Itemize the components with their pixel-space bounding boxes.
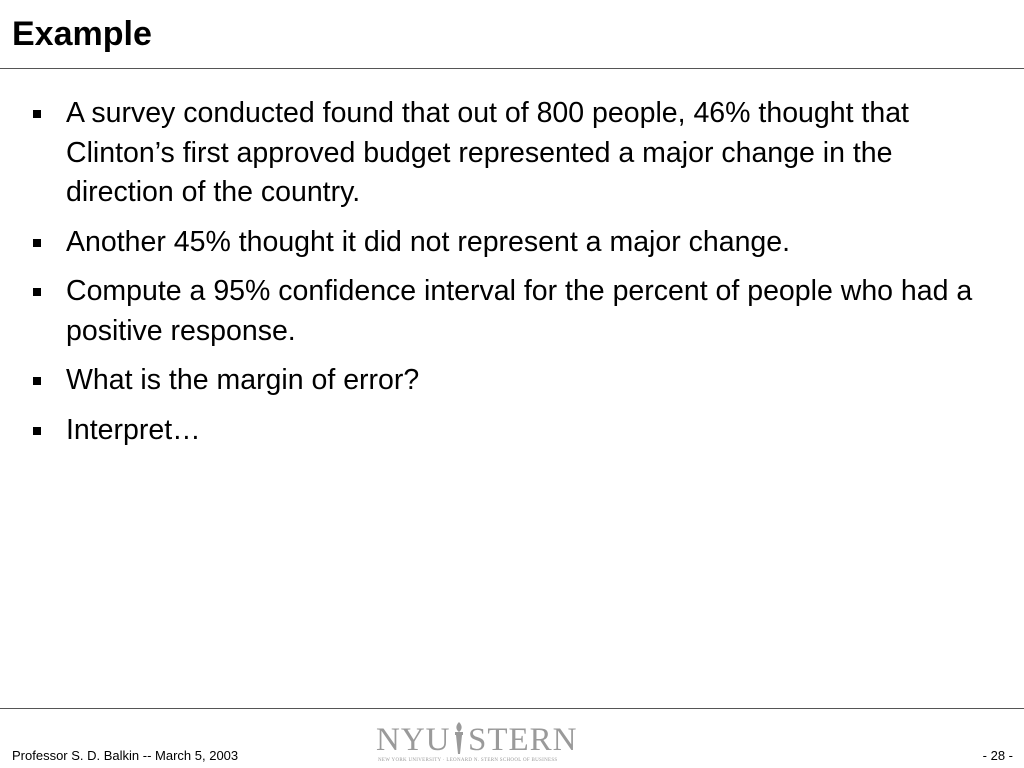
logo: NYU STERN NEW YORK UNIVERSITY · LEONARD …	[376, 718, 586, 766]
title-rule	[0, 68, 1024, 69]
logo-nyu: NYU	[376, 722, 451, 758]
page-number: - 28 -	[982, 748, 1013, 763]
logo-stern: STERN	[468, 722, 578, 758]
bullet-item: Another 45% thought it did not represent…	[30, 223, 990, 263]
bullet-text: A survey conducted found that out of 800…	[66, 97, 909, 208]
bullet-marker	[33, 426, 41, 435]
bullet-marker	[33, 377, 41, 385]
bullet-item: What is the margin of error?	[30, 361, 990, 401]
bullet-marker	[33, 238, 41, 247]
bullet-text: Another 45% thought it did not represent…	[66, 225, 791, 258]
bullet-list: A survey conducted found that out of 800…	[30, 94, 990, 460]
bullet-text: Compute a 95% confidence interval for th…	[66, 275, 973, 347]
bullet-marker	[33, 110, 41, 118]
footer-rule	[0, 708, 1024, 709]
bullet-item: Interpret…	[30, 411, 990, 451]
logo-tagline: NEW YORK UNIVERSITY · LEONARD N. STERN S…	[378, 758, 558, 763]
bullet-item: A survey conducted found that out of 800…	[30, 94, 990, 213]
footer-author-date: Professor S. D. Balkin -- March 5, 2003	[12, 748, 239, 763]
slide-title: Example	[12, 15, 152, 53]
bullet-item: Compute a 95% confidence interval for th…	[30, 272, 990, 351]
bullet-marker	[33, 288, 41, 296]
bullet-text: Interpret…	[66, 413, 201, 446]
bullet-text: What is the margin of error?	[66, 364, 420, 396]
logo-torch	[455, 722, 463, 754]
